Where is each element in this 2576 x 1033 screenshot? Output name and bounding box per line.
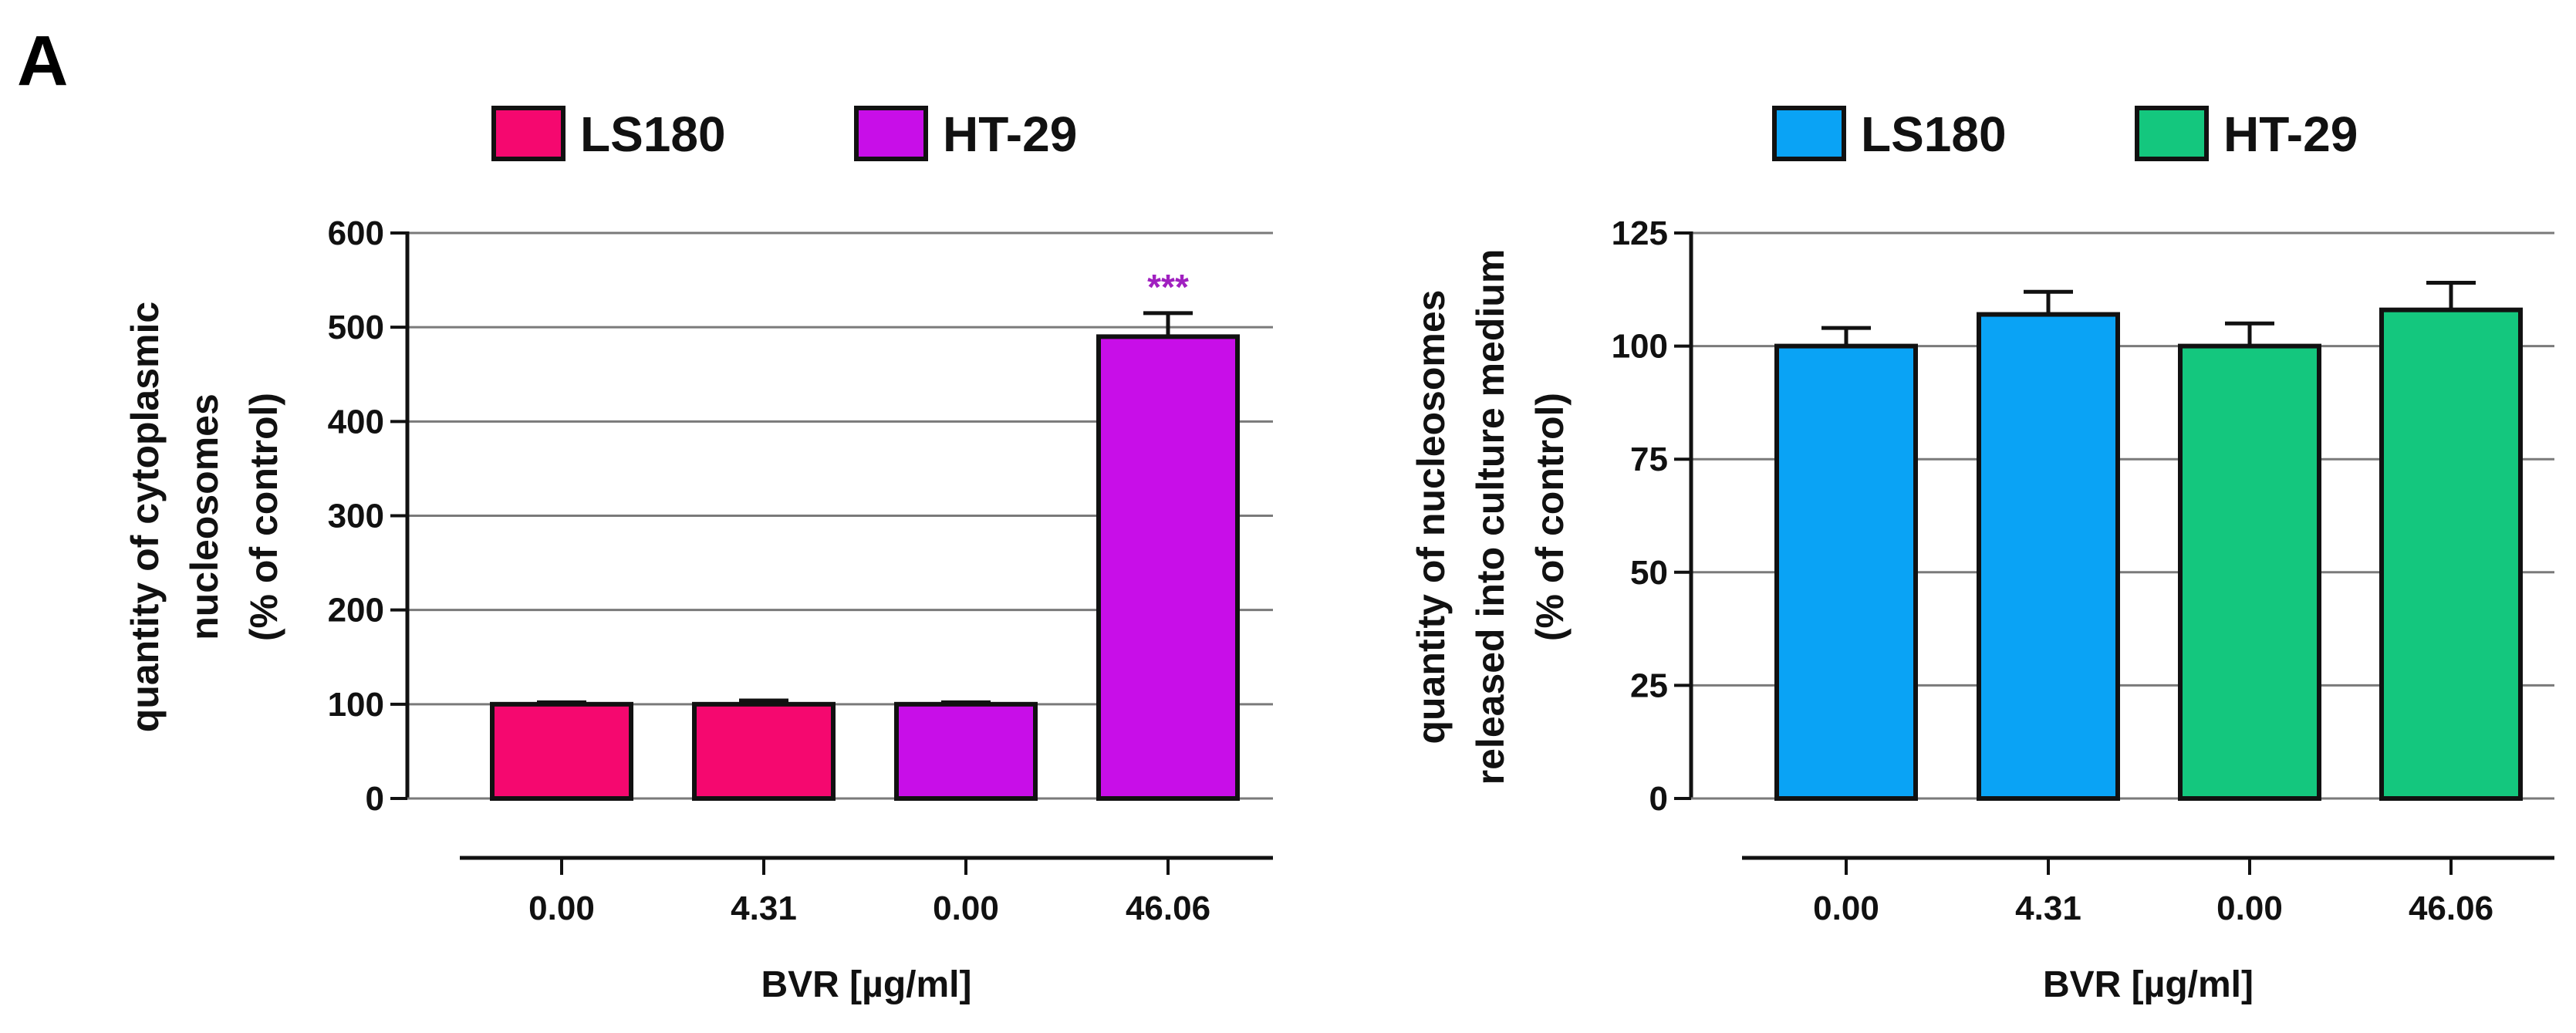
- x-tick-label: 4.31: [2015, 890, 2081, 927]
- y-axis-label-line: quantity of nucleosomes: [1410, 290, 1453, 744]
- x-tick-label: 46.06: [2409, 890, 2493, 927]
- y-tick-label: 25: [1630, 667, 1668, 704]
- y-tick-label: 50: [1630, 554, 1668, 592]
- y-tick-label: 500: [328, 309, 384, 346]
- bar-ls180-1: [1977, 312, 2120, 801]
- legend-swatch: [2135, 106, 2209, 161]
- bar-ht-29-2: [894, 701, 1038, 801]
- chart-released-nucleosomes: 0 25 50 75 100 125 0.00 4.31 0.00 46.06 BVR [µg/ml…: [1410, 106, 2554, 1005]
- y-axis-label-line: nucleosomes: [183, 393, 226, 640]
- y-tick-label: 100: [1612, 328, 1668, 366]
- legend-swatch: [854, 106, 928, 161]
- y-tick-label: 300: [328, 498, 384, 535]
- x-tick-label: 0.00: [2216, 890, 2283, 927]
- significance-annotation: ***: [1147, 267, 1189, 307]
- bar-ht-29-3: [2379, 307, 2523, 801]
- y-axis-label-line: released into culture medium: [1469, 249, 1512, 785]
- bar-ht-29-3: [1096, 334, 1240, 801]
- x-tick-label: 4.31: [731, 890, 797, 927]
- y-tick-label: 0: [1649, 780, 1668, 818]
- legend-label: LS180: [1861, 106, 2007, 162]
- x-tick-label: 46.06: [1126, 890, 1210, 927]
- y-tick-label: 125: [1612, 214, 1668, 252]
- legend-label: HT-29: [2223, 106, 2358, 162]
- bar-ht-29-2: [2178, 343, 2321, 802]
- x-axis-label: BVR [µg/ml]: [2043, 964, 2254, 1005]
- y-tick-label: 400: [328, 403, 384, 441]
- bar-ls180-1: [692, 701, 836, 801]
- legend-label: HT-29: [943, 106, 1077, 162]
- legend-swatch: [491, 106, 566, 161]
- y-tick-label: 0: [366, 780, 384, 818]
- y-tick-label: 100: [328, 686, 384, 724]
- chart-cytoplasmic-nucleosomes: 0 100 200 300 400 500 600 *** 0.00 4.31 0.00 46.06 B…: [123, 106, 1273, 1005]
- x-tick-label: 0.00: [933, 890, 999, 927]
- panel-label: A: [17, 22, 68, 100]
- bar-ls180-0: [1774, 343, 1918, 802]
- y-axis-label-line: quantity of cytoplasmic: [123, 302, 167, 732]
- x-tick-label: 0.00: [528, 890, 595, 927]
- x-axis-label: BVR [µg/ml]: [761, 964, 972, 1005]
- legend-swatch: [1772, 106, 1846, 161]
- y-axis-label-line: (% of control): [1528, 393, 1572, 641]
- y-tick-label: 600: [328, 214, 384, 252]
- bar-ls180-0: [490, 701, 633, 801]
- y-tick-label: 75: [1630, 441, 1668, 478]
- legend-label: LS180: [580, 106, 726, 162]
- y-axis-label-line: (% of control): [242, 393, 285, 641]
- x-tick-label: 0.00: [1813, 890, 1879, 927]
- y-tick-label: 200: [328, 592, 384, 630]
